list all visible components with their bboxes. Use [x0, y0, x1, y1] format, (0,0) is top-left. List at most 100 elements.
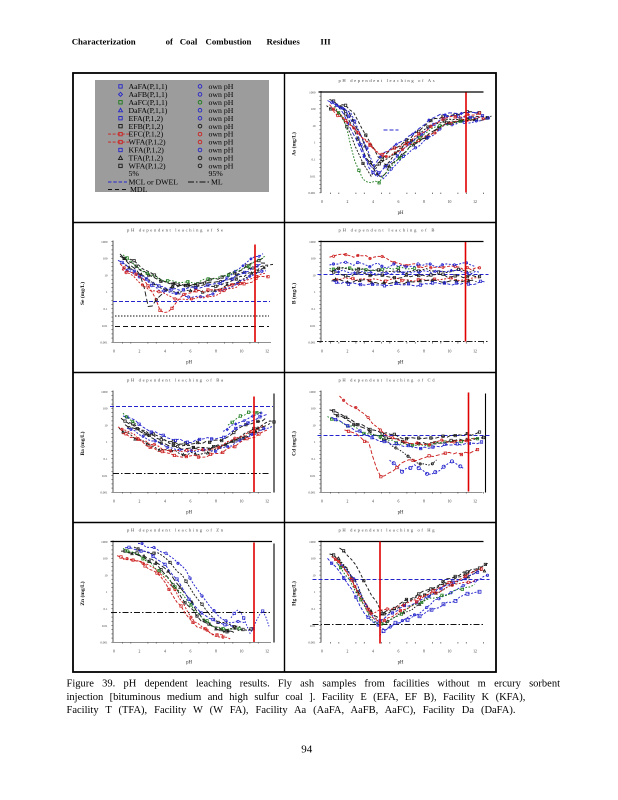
svg-text:95%: 95%: [209, 169, 224, 178]
svg-text:8: 8: [215, 500, 217, 504]
svg-text:own pH: own pH: [209, 82, 234, 91]
svg-text:2: 2: [139, 500, 141, 504]
svg-text:pH dependent leaching of B: pH dependent leaching of B: [339, 228, 435, 233]
svg-text:0.001: 0.001: [100, 641, 108, 645]
svg-text:Combustion: Combustion: [206, 37, 252, 47]
svg-text:1: 1: [314, 440, 316, 444]
svg-text:0.1: 0.1: [312, 307, 316, 311]
svg-text:TFA(P,1,2): TFA(P,1,2): [129, 154, 164, 163]
svg-text:0.01: 0.01: [310, 474, 316, 478]
svg-text:1000: 1000: [101, 240, 108, 244]
svg-text:1: 1: [106, 590, 108, 594]
svg-text:pH: pH: [186, 361, 192, 366]
svg-text:8: 8: [423, 500, 425, 504]
svg-text:0.001: 0.001: [308, 341, 316, 345]
svg-text:0.01: 0.01: [310, 624, 316, 628]
svg-text:4: 4: [164, 650, 166, 654]
svg-text:2: 2: [347, 350, 349, 354]
svg-text:6: 6: [190, 350, 192, 354]
svg-text:own pH: own pH: [209, 114, 234, 123]
svg-text:12: 12: [473, 200, 477, 204]
svg-text:0.1: 0.1: [312, 158, 316, 162]
svg-text:12: 12: [265, 350, 269, 354]
svg-text:own pH: own pH: [209, 138, 234, 147]
svg-text:0.01: 0.01: [102, 624, 108, 628]
svg-text:10: 10: [240, 650, 244, 654]
svg-text:2: 2: [347, 200, 349, 204]
svg-text:10: 10: [104, 423, 108, 427]
svg-text:100: 100: [311, 257, 316, 261]
svg-text:0: 0: [321, 200, 323, 204]
svg-text:8: 8: [215, 650, 217, 654]
svg-text:100: 100: [311, 557, 316, 561]
svg-text:Zn (mg/L): Zn (mg/L): [79, 581, 86, 605]
svg-text:4: 4: [372, 650, 374, 654]
svg-text:10: 10: [312, 124, 316, 128]
svg-text:III: III: [320, 37, 331, 47]
svg-text:injection [bituminous medium a: injection [bituminous medium and high su…: [67, 692, 526, 703]
svg-text:pH dependent leaching of Zn: pH dependent leaching of Zn: [127, 528, 224, 533]
svg-text:10: 10: [104, 273, 108, 277]
svg-text:4: 4: [372, 350, 374, 354]
svg-text:2: 2: [347, 500, 349, 504]
svg-text:10: 10: [240, 500, 244, 504]
svg-text:12: 12: [473, 650, 477, 654]
svg-text:12: 12: [265, 650, 269, 654]
svg-text:5%: 5%: [129, 169, 140, 178]
svg-text:pH: pH: [398, 211, 404, 216]
svg-text:4: 4: [164, 350, 166, 354]
svg-text:0.1: 0.1: [104, 307, 108, 311]
svg-text:pH: pH: [398, 361, 404, 366]
svg-text:pH: pH: [398, 511, 404, 516]
svg-text:own pH: own pH: [209, 98, 234, 107]
svg-text:10: 10: [312, 573, 316, 577]
svg-text:0: 0: [113, 350, 115, 354]
svg-text:MCL or DWEL: MCL or DWEL: [129, 178, 179, 187]
svg-text:12: 12: [265, 500, 269, 504]
svg-text:own pH: own pH: [209, 130, 234, 139]
svg-text:8: 8: [423, 650, 425, 654]
svg-text:WFA(P,1,2): WFA(P,1,2): [129, 138, 167, 147]
svg-text:1: 1: [106, 290, 108, 294]
svg-text:0.001: 0.001: [100, 491, 108, 495]
svg-text:EFC(P,1,2): EFC(P,1,2): [129, 130, 164, 139]
svg-text:0: 0: [321, 650, 323, 654]
svg-text:pH dependent leaching of Hg: pH dependent leaching of Hg: [339, 528, 436, 533]
svg-text:94: 94: [301, 744, 313, 756]
svg-text:EFA(P,1,2): EFA(P,1,2): [129, 114, 164, 123]
svg-text:0.1: 0.1: [104, 607, 108, 611]
svg-text:Coal: Coal: [180, 37, 198, 47]
svg-text:2: 2: [139, 650, 141, 654]
svg-text:Characterization: Characterization: [72, 37, 136, 47]
svg-text:0.01: 0.01: [310, 174, 316, 178]
svg-text:Se (mg/L): Se (mg/L): [79, 282, 86, 305]
svg-text:100: 100: [103, 557, 108, 561]
svg-text:100: 100: [311, 407, 316, 411]
svg-text:0: 0: [113, 650, 115, 654]
svg-text:10: 10: [104, 573, 108, 577]
svg-text:Facility T (TFA), Facility W (: Facility T (TFA), Facility W (W FA), Fac…: [67, 705, 516, 716]
svg-text:AaFB(P,1,1): AaFB(P,1,1): [129, 90, 168, 99]
svg-text:0.01: 0.01: [310, 324, 316, 328]
svg-text:6: 6: [398, 650, 400, 654]
svg-text:of: of: [166, 37, 174, 47]
svg-text:1000: 1000: [101, 390, 108, 394]
svg-text:pH dependent leaching of As: pH dependent leaching of As: [339, 78, 435, 83]
svg-text:0.1: 0.1: [312, 607, 316, 611]
svg-text:Ba (mg/L): Ba (mg/L): [79, 431, 86, 455]
svg-text:0: 0: [113, 500, 115, 504]
svg-text:100: 100: [103, 407, 108, 411]
svg-text:10: 10: [448, 500, 452, 504]
svg-text:0.1: 0.1: [104, 457, 108, 461]
svg-text:EFB(P,1,2): EFB(P,1,2): [129, 122, 164, 131]
svg-text:0.001: 0.001: [308, 491, 316, 495]
svg-text:WFA(P,1,2): WFA(P,1,2): [129, 162, 167, 171]
svg-text:1: 1: [106, 440, 108, 444]
svg-text:pH: pH: [186, 661, 192, 666]
svg-text:0: 0: [321, 350, 323, 354]
svg-text:0: 0: [321, 500, 323, 504]
svg-text:AaFC(P,1,1): AaFC(P,1,1): [129, 98, 168, 107]
svg-text:own pH: own pH: [209, 122, 234, 131]
svg-text:1000: 1000: [309, 240, 316, 244]
svg-text:10: 10: [448, 200, 452, 204]
